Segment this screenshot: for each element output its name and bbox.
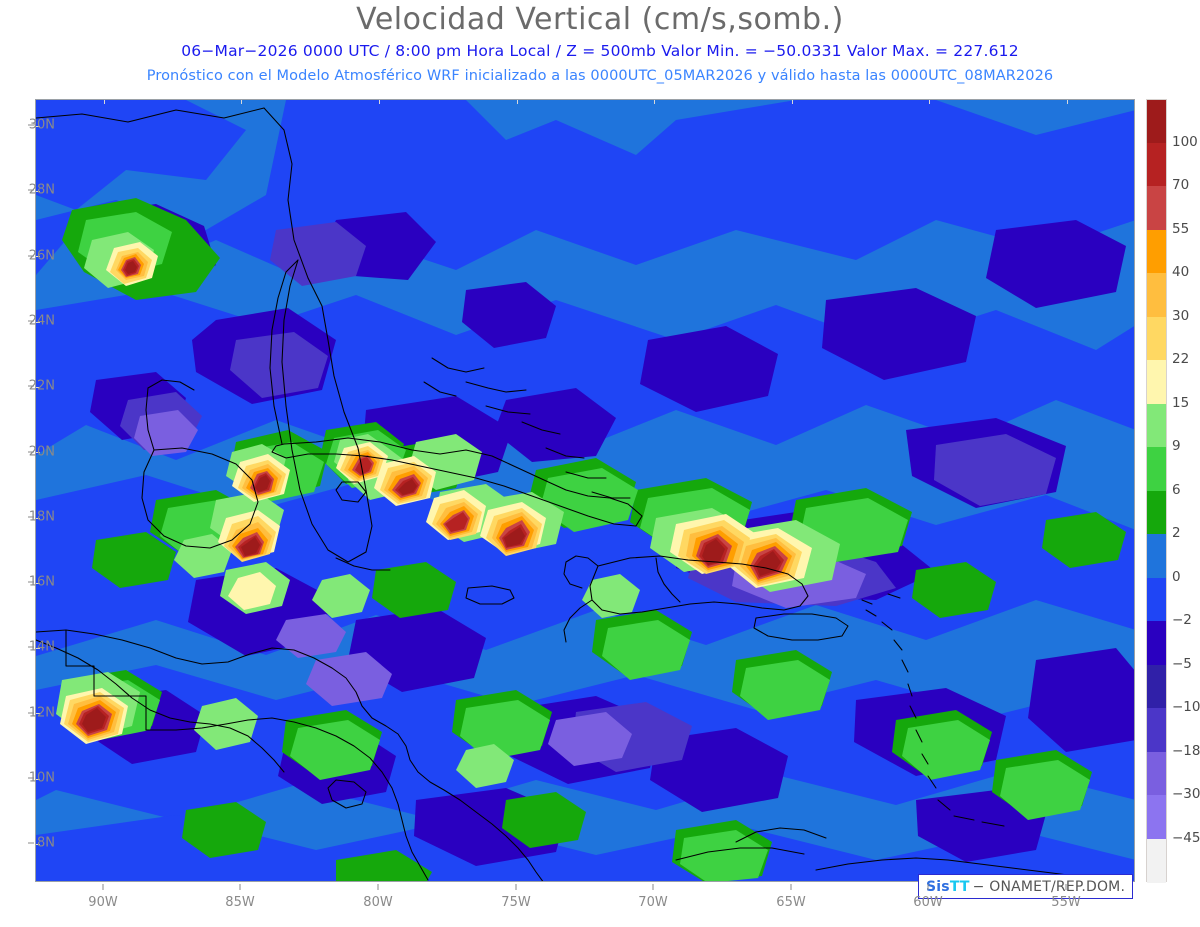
y-tick-label-8n: 8N: [37, 835, 55, 851]
watermark-tt-icon: TT: [949, 878, 970, 895]
colorbar-band-13: [1147, 665, 1166, 708]
colorbar-band-6: [1147, 360, 1166, 404]
colorbar-label-40: 40: [1172, 264, 1190, 280]
x-tick-label-75w: 75W: [501, 895, 531, 910]
colorbar-label-100: 100: [1172, 134, 1198, 150]
y-tick-label-22n: 22N: [28, 378, 55, 394]
x-tick-label-70w: 70W: [638, 895, 668, 910]
colorbar-band-11: [1147, 578, 1166, 621]
x-tick-label-65w: 65W: [776, 895, 806, 910]
y-tick-label-16n: 16N: [28, 574, 55, 590]
map-plot-area[interactable]: [35, 99, 1135, 882]
colorbar-band-12: [1147, 621, 1166, 665]
colorbar-band-3: [1147, 230, 1166, 273]
colorbar-label-70: 70: [1172, 177, 1190, 193]
watermark-sis-text: Sis: [926, 878, 950, 895]
colorbar-band-4: [1147, 273, 1166, 317]
y-tick-label-12n: 12N: [28, 705, 55, 721]
y-tick-label-10n: 10N: [28, 770, 55, 786]
colorbar[interactable]: [1146, 99, 1167, 883]
colorbar-label-6: 6: [1172, 482, 1181, 498]
x-tick-label-60w: 60W: [913, 895, 943, 910]
colorbar-label-55: 55: [1172, 221, 1190, 237]
colorbar-band-10: [1147, 534, 1166, 578]
colorbar-band-1: [1147, 143, 1166, 186]
colorbar-band-8: [1147, 447, 1166, 491]
vertical-velocity-field: [36, 100, 1134, 881]
model-description-line: Pronóstico con el Modelo Atmosférico WRF…: [146, 68, 1054, 84]
y-tick-label-26n: 26N: [28, 248, 55, 264]
colorbar-band-17: [1147, 839, 1166, 883]
colorbar-label-neg18: −18: [1172, 743, 1200, 759]
colorbar-label-15: 15: [1172, 395, 1190, 411]
y-tick-label-30n: 30N: [28, 117, 55, 133]
colorbar-label-neg2: −2: [1172, 612, 1192, 628]
colorbar-band-15: [1147, 752, 1166, 795]
y-tick-label-18n: 18N: [28, 509, 55, 525]
colorbar-label-0: 0: [1172, 569, 1181, 585]
colorbar-band-14: [1147, 708, 1166, 752]
x-tick-label-90w: 90W: [88, 895, 118, 910]
x-tick-label-55w: 55W: [1051, 895, 1081, 910]
colorbar-band-9: [1147, 491, 1166, 534]
y-tick-label-20n: 20N: [28, 444, 55, 460]
x-tick-label-85w: 85W: [225, 895, 255, 910]
colorbar-label-neg5: −5: [1172, 656, 1192, 672]
colorbar-band-7: [1147, 404, 1166, 447]
colorbar-band-2: [1147, 186, 1166, 230]
y-tick-label-14n: 14N: [28, 639, 55, 655]
watermark-agency-text: − ONAMET/REP.DOM.: [972, 878, 1126, 895]
source-watermark: Sis TT − ONAMET/REP.DOM.: [918, 874, 1134, 899]
y-tick-label-24n: 24N: [28, 313, 55, 329]
colorbar-label-neg45: −45: [1172, 830, 1200, 846]
y-tick-label-28n: 28N: [28, 182, 55, 198]
x-tick-label-80w: 80W: [363, 895, 393, 910]
colorbar-band-5: [1147, 317, 1166, 360]
page-title: Velocidad Vertical (cm/s,somb.): [356, 2, 844, 37]
contour-field-svg: [36, 100, 1134, 881]
forecast-meta-line: 06−Mar−2026 0000 UTC / 8:00 pm Hora Loca…: [181, 42, 1019, 60]
colorbar-label-30: 30: [1172, 308, 1190, 324]
colorbar-label-2: 2: [1172, 525, 1181, 541]
colorbar-label-neg10: −10: [1172, 699, 1200, 715]
colorbar-band-0: [1147, 100, 1166, 143]
colorbar-label-9: 9: [1172, 438, 1181, 454]
colorbar-label-22: 22: [1172, 351, 1190, 367]
colorbar-label-neg30: −30: [1172, 786, 1200, 802]
colorbar-band-16: [1147, 795, 1166, 839]
